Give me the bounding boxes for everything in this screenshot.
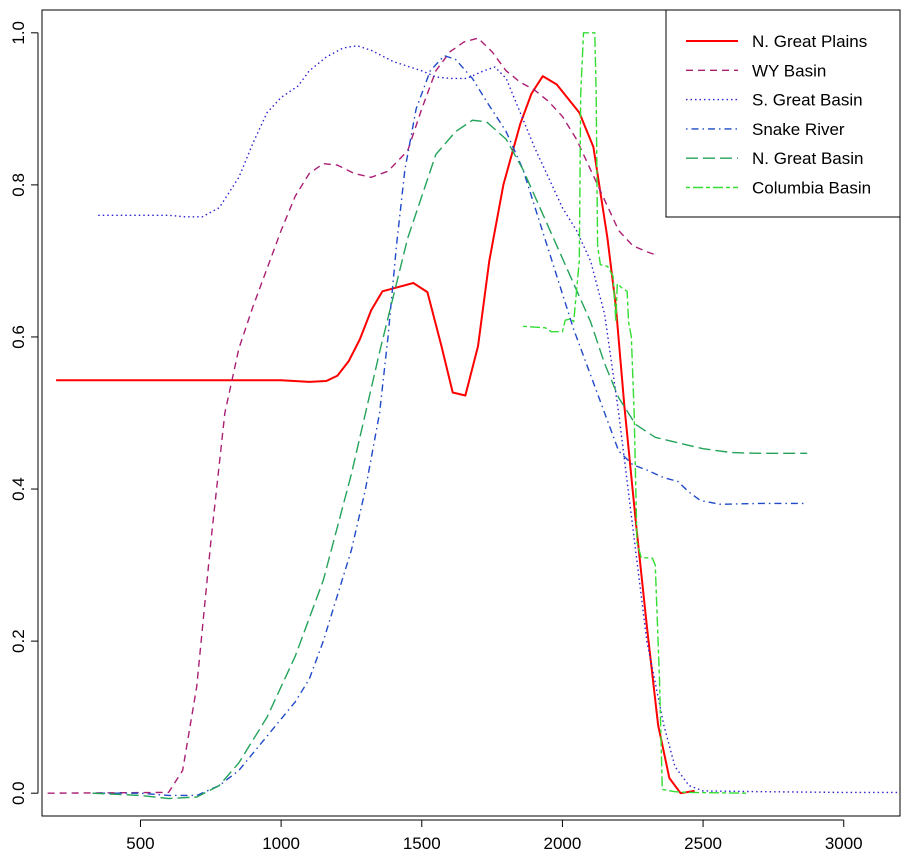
series-line-2: [47, 37, 659, 794]
legend-label: WY Basin: [752, 61, 826, 80]
y-axis: 0.0 0.2 0.4 0.6 0.8 1.0: [9, 21, 39, 805]
y-tick-label: 0.6: [9, 325, 28, 349]
x-tick-label: 1500: [403, 834, 441, 853]
x-tick-label: 2000: [544, 834, 582, 853]
legend-label: N. Great Basin: [752, 149, 864, 168]
series-line-5: [92, 119, 808, 800]
x-tick-label: 1000: [262, 834, 300, 853]
series-layer: [47, 32, 898, 800]
series-line-4: [92, 54, 808, 797]
legend-label: S. Great Basin: [752, 91, 863, 110]
x-tick-label: 500: [126, 834, 154, 853]
legend-label: Snake River: [752, 120, 845, 139]
x-tick-label: 2500: [684, 834, 722, 853]
y-tick-label: 0.4: [9, 477, 28, 501]
legend-label: N. Great Plains: [752, 32, 867, 51]
legend-label: Columbia Basin: [752, 179, 871, 198]
plot-frame: [41, 9, 901, 817]
legend: N. Great Plains WY Basin S. Great Basin Sna…: [665, 9, 901, 218]
x-axis: 500 1000 1500 2000 2500 3000: [126, 819, 863, 853]
series-line-6: [522, 32, 749, 794]
y-tick-label: 1.0: [9, 21, 28, 45]
y-tick-label: 0.8: [9, 173, 28, 197]
x-tick-label: 3000: [825, 834, 863, 853]
series-line-1: [56, 75, 695, 795]
legend-box: [665, 9, 901, 218]
y-tick-label: 0.2: [9, 629, 28, 653]
y-tick-label: 0.0: [9, 781, 28, 805]
